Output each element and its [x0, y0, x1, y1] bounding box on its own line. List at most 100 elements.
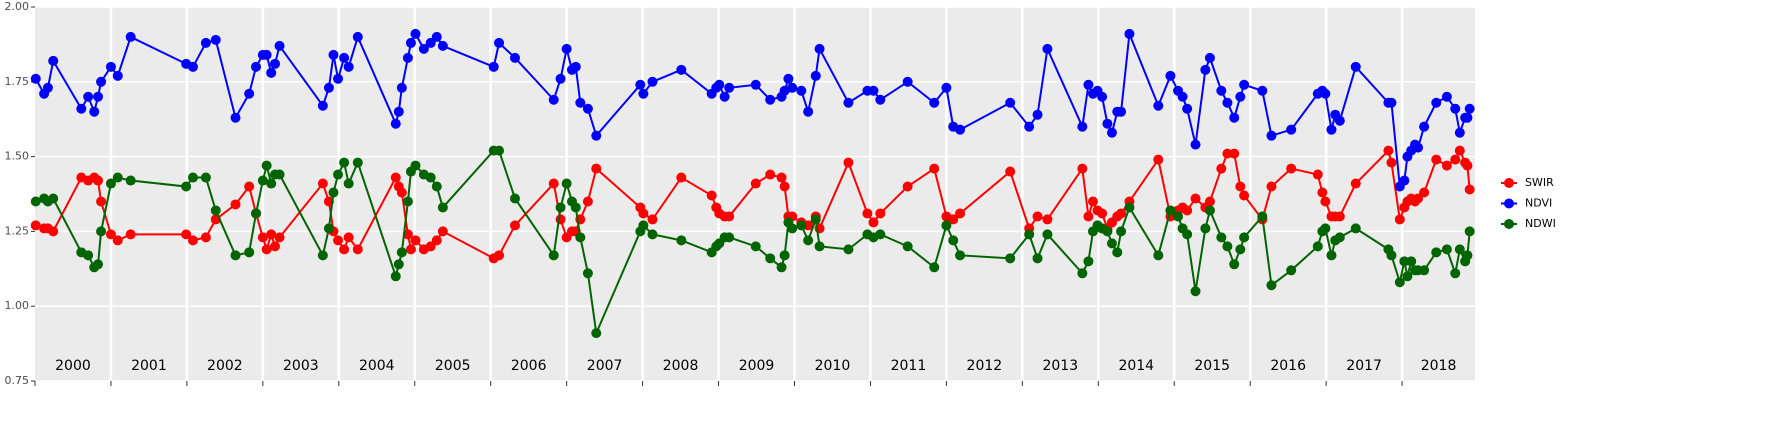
x-tick-label: 2011 — [891, 358, 927, 374]
data-point — [955, 208, 966, 219]
data-point — [431, 181, 442, 192]
data-point — [251, 208, 262, 219]
data-point — [1024, 121, 1035, 132]
data-point — [638, 88, 649, 99]
data-point — [548, 250, 559, 261]
data-point — [181, 181, 192, 192]
data-point — [1286, 163, 1297, 174]
data-point — [1454, 127, 1465, 138]
data-point — [96, 76, 107, 87]
data-point — [1222, 241, 1233, 252]
data-point — [929, 163, 940, 174]
data-point — [750, 79, 761, 90]
y-tick-label: 1.50 — [5, 150, 30, 163]
data-point — [510, 220, 520, 231]
data-point — [1032, 253, 1043, 264]
data-point — [1229, 148, 1240, 159]
data-point — [257, 175, 268, 186]
data-point — [210, 34, 221, 45]
data-point — [270, 241, 280, 252]
data-point — [352, 157, 363, 168]
data-point — [1431, 247, 1442, 258]
data-point — [647, 229, 658, 240]
data-point — [1312, 169, 1323, 180]
data-point — [765, 94, 776, 105]
data-point — [635, 79, 646, 90]
data-point — [1165, 205, 1176, 216]
data-point — [1394, 277, 1405, 288]
data-point — [390, 118, 401, 129]
data-point — [93, 175, 104, 186]
data-point — [1216, 85, 1227, 96]
data-point — [902, 76, 913, 87]
data-point — [1106, 127, 1117, 138]
data-point — [1383, 145, 1394, 156]
x-tick-label: 2012 — [967, 358, 1003, 374]
data-point — [402, 196, 413, 207]
data-point — [187, 172, 198, 183]
data-point — [83, 250, 94, 261]
data-point — [333, 235, 344, 246]
data-point — [1386, 250, 1397, 261]
data-point — [1235, 181, 1246, 192]
data-point — [796, 220, 807, 231]
data-point — [948, 214, 959, 225]
data-point — [1419, 121, 1430, 132]
data-point — [125, 31, 136, 42]
data-point — [1450, 268, 1461, 279]
data-point — [1350, 223, 1361, 234]
data-point — [1032, 211, 1043, 222]
data-point — [875, 94, 886, 105]
data-point — [187, 235, 198, 246]
data-point — [494, 37, 505, 48]
data-point — [1087, 196, 1098, 207]
data-point — [393, 106, 404, 117]
data-point — [1102, 118, 1113, 129]
data-point — [1177, 91, 1188, 102]
data-point — [317, 250, 328, 261]
data-point — [1419, 187, 1430, 198]
data-point — [1441, 160, 1452, 171]
data-point — [339, 157, 350, 168]
data-point — [1229, 112, 1240, 123]
data-point — [582, 196, 593, 207]
data-point — [274, 232, 285, 243]
data-point — [575, 97, 586, 108]
data-point — [1083, 211, 1094, 222]
data-point — [814, 43, 825, 54]
data-point — [765, 169, 776, 180]
data-point — [1326, 124, 1337, 135]
x-tick-label: 2008 — [663, 358, 699, 374]
data-point — [510, 193, 520, 204]
data-point — [261, 244, 272, 255]
data-point — [105, 229, 116, 240]
data-point — [494, 145, 505, 156]
data-point — [1190, 193, 1201, 204]
data-point — [1106, 238, 1117, 249]
data-point — [105, 178, 116, 189]
data-point — [266, 67, 277, 78]
data-point — [724, 82, 735, 93]
data-point — [1077, 268, 1088, 279]
data-point — [343, 178, 354, 189]
data-point — [787, 223, 798, 234]
data-point — [244, 181, 255, 192]
data-point — [724, 232, 735, 243]
data-point — [1153, 100, 1164, 111]
data-point — [402, 52, 413, 63]
data-point — [1077, 163, 1088, 174]
x-tick-label: 2006 — [511, 358, 547, 374]
data-point — [561, 178, 572, 189]
data-point — [1182, 205, 1193, 216]
data-point — [93, 91, 104, 102]
data-point — [1334, 115, 1345, 126]
data-point — [929, 262, 940, 273]
data-point — [1173, 211, 1184, 222]
data-point — [765, 253, 776, 264]
data-point — [591, 163, 602, 174]
data-point — [1413, 142, 1424, 153]
data-point — [405, 37, 416, 48]
data-point — [266, 229, 277, 240]
data-point — [948, 235, 959, 246]
